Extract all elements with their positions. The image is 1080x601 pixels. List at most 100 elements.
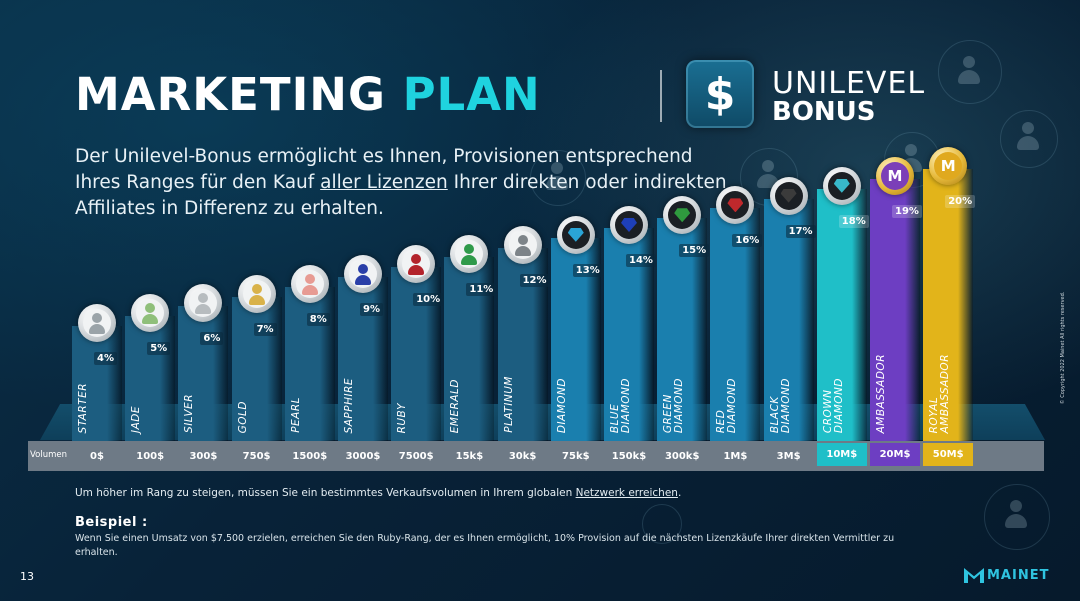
rank-column: 10% RUBY 7500$ (391, 245, 444, 471)
badge-person-torso (142, 314, 159, 325)
badge-person-head (358, 264, 368, 274)
rank-name: RED DIAMOND (715, 377, 739, 433)
rank-percent: 12% (519, 273, 550, 287)
rank-name: PEARL (289, 397, 302, 433)
rank-column-body (657, 218, 708, 441)
rank-percent: 6% (200, 332, 224, 346)
badge-inner (827, 171, 856, 200)
rank-column-body (763, 198, 814, 441)
intro-paragraph: Der Unilevel-Bonus ermöglicht es Ihnen, … (75, 144, 735, 222)
rank-column: 5% JADE 100$ (125, 294, 176, 471)
dollar-icon: $ (686, 60, 754, 128)
rank-column-body (923, 169, 974, 441)
rank-volume: 30k$ (508, 450, 537, 462)
title-word-plan: PLAN (402, 68, 541, 121)
person-silver-icon (184, 284, 223, 323)
background-circle (642, 504, 682, 544)
rank-volume: 20M$ (870, 443, 920, 466)
rank-column: 13% DIAMOND 75k$ (550, 215, 603, 471)
rank-column: 15% GREEN DIAMOND 300k$ (657, 196, 710, 471)
rank-name: GOLD (236, 400, 249, 433)
person-pearl-icon (290, 264, 329, 303)
rank-name: DIAMOND (555, 377, 568, 433)
rank-name: SAPPHIRE (343, 377, 355, 433)
person-emerald-icon (450, 235, 489, 274)
rank-name: BLACK DIAMOND (768, 377, 792, 433)
background-person-icon (755, 160, 781, 190)
rank-column: 11% EMERALD 15k$ (444, 235, 497, 471)
badge-inner (455, 240, 484, 269)
badge-inner (295, 269, 324, 298)
rank-percent: 11% (466, 283, 497, 297)
background-person-icon (1015, 122, 1041, 152)
rank-percent: 10% (413, 293, 444, 307)
rank-column: 6% SILVER 300$ (178, 284, 229, 471)
rank-volume: 10M$ (816, 442, 867, 466)
person-grey-icon (78, 304, 116, 342)
rank-name: JADE (130, 405, 143, 433)
rank-column-body (391, 267, 442, 441)
rank-volume: 0$ (90, 451, 104, 462)
background-person-icon (1003, 500, 1029, 530)
badge-person-torso (301, 284, 318, 295)
note-text-part2: . (677, 487, 682, 499)
badge-inner (189, 289, 218, 318)
rank-volume: 15k$ (455, 450, 484, 462)
person-gold-icon (237, 274, 276, 313)
brand-mark-icon (964, 568, 984, 583)
rank-percent: 19% (892, 205, 922, 218)
page-number: 13 (20, 570, 34, 583)
volume-label: Volumen (30, 450, 68, 460)
rank-column: 12% PLATINUM 30k$ (497, 225, 550, 471)
badge-inner (136, 299, 165, 328)
rank-volume: 750$ (242, 450, 271, 462)
background-person-icon (544, 162, 570, 192)
rank-volume: 3M$ (776, 450, 801, 462)
rank-percent: 15% (679, 244, 710, 258)
volume-bar (28, 441, 1044, 471)
note-text-part1: Um höher im Rang zu steigen, müssen Sie … (75, 487, 576, 499)
rank-column: M 20% ROYAL AMBASSADOR 50M$ (923, 147, 976, 471)
rank-column: 14% BLUE DIAMOND 150k$ (604, 206, 656, 471)
rank-percent: 5% (147, 342, 171, 356)
rank-volume: 300$ (189, 450, 218, 462)
badge-person-head (145, 303, 156, 314)
rank-column-body (816, 188, 867, 441)
rank-column: 4% STARTER 0$ (72, 304, 122, 471)
rank-column-body (125, 316, 176, 441)
badge-gem (567, 227, 584, 242)
bonus-title-line1: UNILEVEL (772, 66, 926, 101)
rank-volume: 150k$ (611, 451, 647, 462)
rank-column-body (870, 179, 920, 441)
rank-column-body (178, 306, 229, 441)
rank-column: 17% BLACK DIAMOND 3M$ (763, 176, 816, 471)
rank-column-body (710, 208, 761, 441)
badge-person-torso (461, 255, 478, 266)
rank-percent: 18% (838, 214, 869, 228)
background-circle (984, 484, 1050, 550)
rank-percent: 8% (306, 312, 330, 326)
rank-column: 9% SAPPHIRE 3000$ (338, 255, 388, 471)
rank-percent: 20% (945, 195, 976, 209)
badge-person-torso (408, 265, 425, 276)
rank-column: 8% PEARL 1500$ (284, 264, 335, 471)
badge-person-head (304, 273, 315, 284)
example-text: Wenn Sie einen Umsatz von $7.500 erziele… (75, 533, 895, 558)
badge-person-head (517, 234, 528, 245)
example-title: Beispiel : (75, 515, 148, 530)
intro-text-part1: Der Unilevel-Bonus ermöglicht es Ihnen, … (75, 146, 693, 193)
rank-percent: 16% (732, 234, 763, 248)
rank-column-body (72, 326, 122, 441)
copyright-notice: © Copyright 2022 Mainet All rights reser… (1060, 291, 1066, 405)
rank-volume: 3000$ (345, 451, 381, 462)
rank-column: M 19% AMBASSADOR 20M$ (870, 157, 922, 471)
intro-text-underlined: aller Lizenzen (320, 172, 448, 193)
rank-name: RUBY (396, 402, 409, 433)
rank-column-body (284, 286, 335, 441)
note-text-underlined: Netzwerk erreichen (575, 487, 678, 499)
rank-percent: 17% (785, 224, 816, 238)
badge-inner (561, 220, 590, 249)
badge-person-torso (195, 304, 212, 315)
badge-person-torso (89, 324, 105, 334)
title-word-marketing: MARKETING (75, 68, 386, 121)
